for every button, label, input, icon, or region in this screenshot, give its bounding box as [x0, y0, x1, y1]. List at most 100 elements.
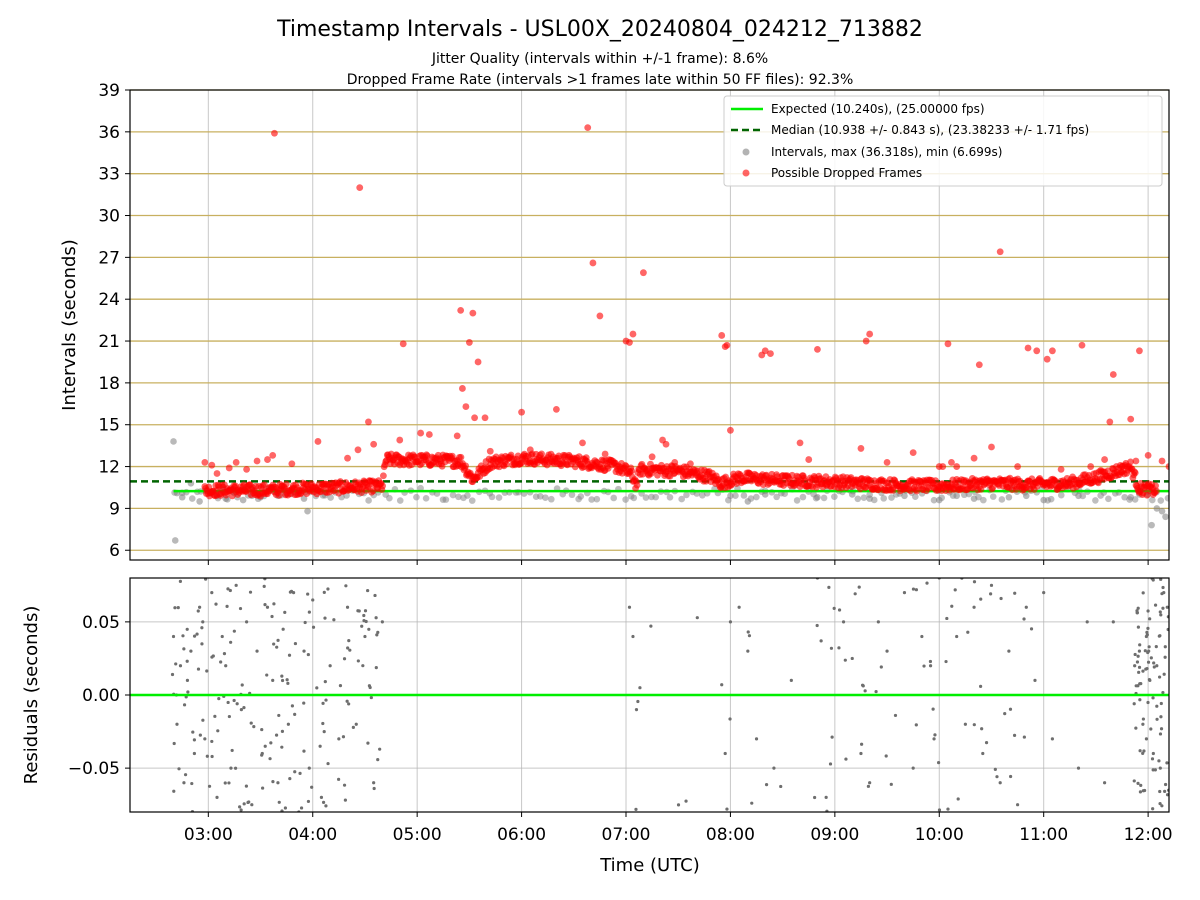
residual-point: [283, 806, 288, 810]
residual-point: [932, 737, 936, 741]
residual-point: [321, 701, 325, 705]
residual-point: [274, 733, 279, 737]
residual-point: [1155, 717, 1159, 721]
interval-point: [1162, 513, 1169, 521]
residual-point: [984, 741, 989, 745]
residual-point: [1150, 757, 1155, 761]
residuals-x-tick-label: 07:00: [602, 825, 651, 845]
residual-point: [1134, 726, 1138, 730]
residual-point: [1141, 717, 1145, 721]
residual-point: [725, 807, 729, 811]
residual-point: [868, 781, 872, 785]
interval-point: [860, 494, 868, 501]
residual-point: [373, 593, 377, 598]
residual-point: [376, 758, 380, 762]
interval-point: [1158, 507, 1166, 515]
residual-point: [893, 713, 898, 718]
residual-point: [302, 701, 306, 705]
interval-point: [747, 495, 755, 502]
dropped-frame-point: [883, 458, 891, 466]
residual-point: [170, 672, 175, 677]
intervals-panel-frame: [129, 89, 1170, 561]
interval-point: [365, 497, 372, 504]
residual-point: [1158, 766, 1162, 770]
dropped-frame-point: [1158, 457, 1166, 465]
residual-point: [341, 735, 346, 739]
interval-point: [683, 491, 690, 499]
residual-point: [1166, 627, 1169, 632]
interval-point: [949, 492, 957, 499]
residuals-y-tick-label: −0.05: [68, 759, 120, 779]
residuals-y-axis-label: Residuals (seconds): [21, 606, 42, 785]
residual-point: [1135, 611, 1139, 615]
residual-point: [303, 620, 307, 625]
dropped-frame-point: [462, 403, 470, 410]
residual-point: [367, 684, 372, 688]
dropped-frame-point: [626, 339, 633, 346]
residual-point: [205, 754, 209, 758]
interval-point: [196, 498, 203, 505]
residual-point: [815, 623, 819, 628]
dropped-frame-point: [648, 453, 656, 461]
residual-point: [963, 722, 967, 726]
legend-dropped-swatch: [742, 169, 750, 177]
residual-point: [178, 664, 183, 668]
residual-point: [268, 757, 272, 761]
dropped-frame-point: [1014, 463, 1021, 470]
residual-point: [232, 629, 236, 633]
residual-point: [829, 646, 834, 650]
interval-point: [188, 495, 196, 502]
residual-point: [860, 742, 864, 746]
residual-point: [779, 784, 783, 789]
dropped-frame-point: [1165, 463, 1169, 470]
interval-point: [1153, 505, 1161, 512]
residual-point: [1022, 617, 1026, 621]
residual-point: [299, 806, 304, 810]
residual-point: [302, 749, 306, 753]
intervals-y-tick-label: 6: [109, 541, 120, 561]
dropped-frame-point: [633, 481, 641, 489]
interval-point: [1057, 491, 1065, 499]
interval-point: [753, 493, 760, 501]
residual-point: [1015, 803, 1020, 807]
residual-point: [271, 678, 275, 682]
dropped-frame-point: [761, 347, 769, 355]
residual-point: [342, 657, 347, 661]
residual-point: [306, 652, 310, 657]
residual-point: [1158, 610, 1162, 614]
intervals-y-tick-label: 33: [98, 165, 120, 185]
residual-point: [1145, 630, 1149, 634]
residual-point: [1149, 727, 1153, 731]
residual-point: [285, 678, 289, 682]
interval-point: [1005, 493, 1013, 501]
residual-point: [238, 606, 243, 611]
residual-point: [1163, 782, 1168, 787]
dropped-frame-point: [939, 463, 947, 470]
residual-point: [214, 602, 218, 606]
dropped-frame-point: [989, 484, 997, 492]
residual-point: [998, 781, 1002, 785]
residual-point: [860, 683, 865, 687]
residual-point: [1138, 682, 1142, 686]
residual-point: [288, 776, 292, 781]
residual-point: [230, 748, 234, 753]
residual-point: [242, 802, 246, 806]
interval-point: [930, 496, 938, 504]
residual-point: [1154, 645, 1158, 649]
residuals-x-tick-label: 08:00: [706, 825, 755, 845]
dropped-frame-point: [1109, 371, 1117, 378]
residual-point: [824, 795, 828, 799]
residual-point: [226, 587, 230, 591]
residual-point: [1163, 789, 1167, 794]
dropped-frame-point: [552, 405, 560, 413]
dropped-frame-point: [1087, 463, 1095, 470]
residual-point: [1136, 781, 1140, 785]
residual-point: [186, 690, 190, 694]
residual-point: [201, 718, 205, 722]
dropped-frame-point: [1152, 487, 1160, 495]
legend: Expected (10.240s), (25.00000 fps) Media…: [723, 95, 1163, 187]
residual-point: [374, 616, 378, 620]
residual-point: [223, 781, 227, 785]
intervals-y-tick-label: 15: [98, 416, 120, 436]
interval-point: [422, 495, 430, 502]
